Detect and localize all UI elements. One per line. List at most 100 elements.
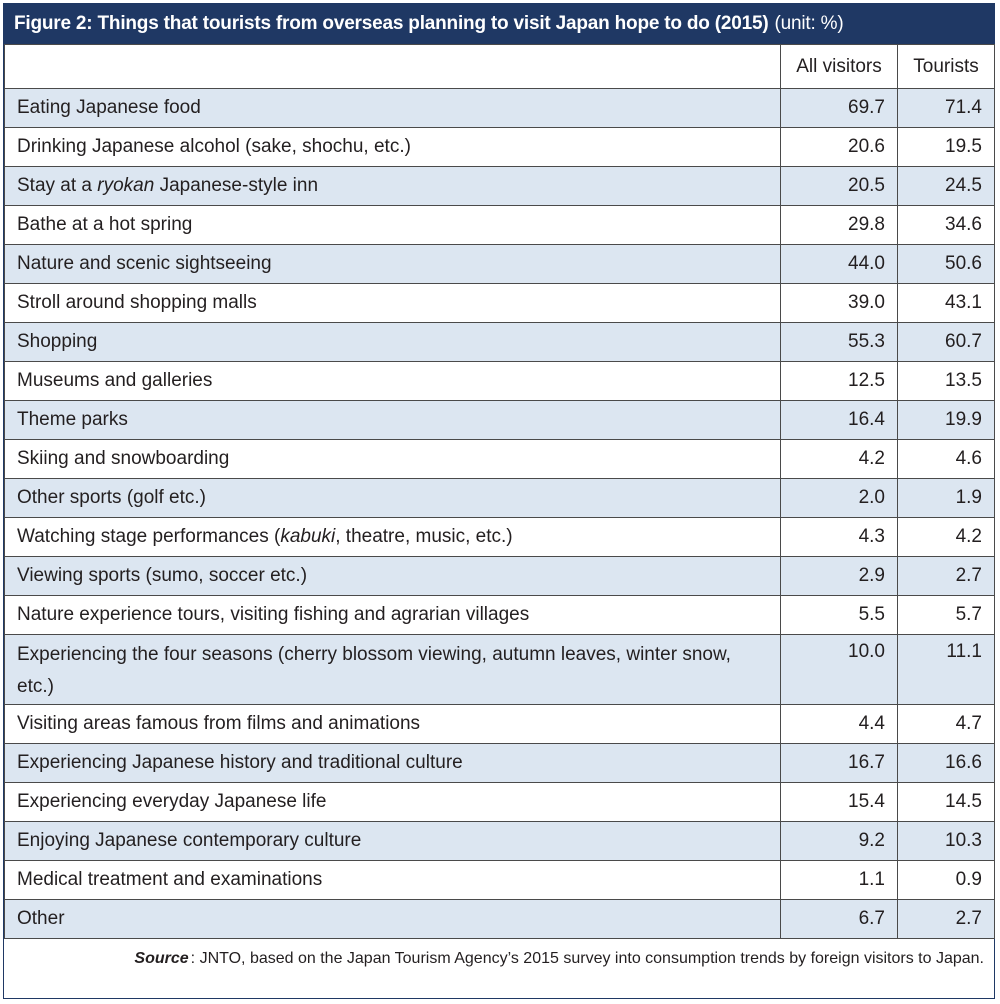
row-label-emphasis: kabuki [280, 526, 336, 547]
value-tourists: 19.5 [897, 127, 995, 167]
value-all-visitors: 5.5 [780, 595, 898, 635]
row-label: Museums and galleries [4, 361, 781, 401]
row-label: Visiting areas famous from films and ani… [4, 704, 781, 744]
table-row: Shopping 55.3 60.7 [4, 322, 995, 362]
row-label: Experiencing everyday Japanese life [4, 782, 781, 822]
value-tourists: 24.5 [897, 166, 995, 206]
value-tourists: 4.2 [897, 517, 995, 557]
source-note: Source : JNTO, based on the Japan Touris… [4, 939, 994, 979]
row-label: Bathe at a hot spring [4, 205, 781, 245]
value-all-visitors: 9.2 [780, 821, 898, 861]
table-row: Nature experience tours, visiting fishin… [4, 595, 995, 635]
table-row: Visiting areas famous from films and ani… [4, 704, 995, 744]
value-tourists: 11.1 [897, 634, 995, 705]
value-all-visitors: 1.1 [780, 860, 898, 900]
value-tourists: 10.3 [897, 821, 995, 861]
figure-title: Figure 2: Things that tourists from over… [14, 13, 769, 34]
figure-title-bar: Figure 2: Things that tourists from over… [4, 4, 994, 44]
row-label: Eating Japanese food [4, 88, 781, 128]
header-tourists: Tourists [897, 44, 995, 89]
table-row: Bathe at a hot spring 29.8 34.6 [4, 205, 995, 245]
source-label: Source [134, 950, 189, 967]
value-all-visitors: 4.3 [780, 517, 898, 557]
row-label: Nature and scenic sightseeing [4, 244, 781, 284]
value-all-visitors: 4.2 [780, 439, 898, 479]
row-label-emphasis: ryokan [97, 175, 155, 196]
value-all-visitors: 44.0 [780, 244, 898, 284]
figure-unit: (unit: %) [774, 13, 844, 34]
value-tourists: 19.9 [897, 400, 995, 440]
value-all-visitors: 69.7 [780, 88, 898, 128]
table-row: Theme parks 16.4 19.9 [4, 400, 995, 440]
data-table: All visitors Tourists Eating Japanese fo… [4, 44, 995, 939]
row-label: Enjoying Japanese contemporary culture [4, 821, 781, 861]
value-tourists: 2.7 [897, 556, 995, 596]
table-row: Enjoying Japanese contemporary culture 9.… [4, 821, 995, 861]
value-tourists: 14.5 [897, 782, 995, 822]
value-all-visitors: 20.6 [780, 127, 898, 167]
row-label: Theme parks [4, 400, 781, 440]
value-tourists: 0.9 [897, 860, 995, 900]
value-all-visitors: 2.0 [780, 478, 898, 518]
value-all-visitors: 29.8 [780, 205, 898, 245]
table-row: Stay at a ryokan Japanese-style inn 20.5 2… [4, 166, 995, 206]
value-tourists: 13.5 [897, 361, 995, 401]
table-body: Eating Japanese food 69.7 71.4 Drinking Jap… [4, 88, 995, 939]
value-tourists: 50.6 [897, 244, 995, 284]
row-label: Stay at a ryokan Japanese-style inn [4, 166, 781, 206]
row-label: Watching stage performances (kabuki, the… [4, 517, 781, 557]
row-label: Drinking Japanese alcohol (sake, shochu,… [4, 127, 781, 167]
value-tourists: 2.7 [897, 899, 995, 939]
value-all-visitors: 6.7 [780, 899, 898, 939]
value-all-visitors: 4.4 [780, 704, 898, 744]
source-text: : JNTO, based on the Japan Tourism Agenc… [190, 950, 984, 967]
value-all-visitors: 39.0 [780, 283, 898, 323]
table-row: Watching stage performances (kabuki, the… [4, 517, 995, 557]
value-tourists: 43.1 [897, 283, 995, 323]
row-label-post: , theatre, music, etc.) [335, 526, 513, 547]
header-label-cell [4, 44, 781, 89]
row-label: Stroll around shopping malls [4, 283, 781, 323]
table-row: Museums and galleries 12.5 13.5 [4, 361, 995, 401]
value-all-visitors: 16.7 [780, 743, 898, 783]
row-label: Viewing sports (sumo, soccer etc.) [4, 556, 781, 596]
row-label: Medical treatment and examinations [4, 860, 781, 900]
row-label: Skiing and snowboarding [4, 439, 781, 479]
value-tourists: 60.7 [897, 322, 995, 362]
row-label: Experiencing the four seasons (cherry bl… [4, 634, 781, 705]
row-label: Experiencing Japanese history and tradit… [4, 743, 781, 783]
table-row: Viewing sports (sumo, soccer etc.) 2.9 2.7 [4, 556, 995, 596]
table-row: Other sports (golf etc.) 2.0 1.9 [4, 478, 995, 518]
row-label-pre: Watching stage performances ( [17, 526, 281, 547]
table-row: Other 6.7 2.7 [4, 899, 995, 939]
table-header-row: All visitors Tourists [4, 44, 995, 89]
value-tourists: 4.6 [897, 439, 995, 479]
table-row: Experiencing Japanese history and tradit… [4, 743, 995, 783]
table-row: Eating Japanese food 69.7 71.4 [4, 88, 995, 128]
figure: Figure 2: Things that tourists from over… [3, 3, 995, 999]
row-label: Nature experience tours, visiting fishin… [4, 595, 781, 635]
table-row: Experiencing everyday Japanese life 15.4 1… [4, 782, 995, 822]
table-row: Experiencing the four seasons (cherry bl… [4, 634, 995, 705]
table-row: Stroll around shopping malls 39.0 43.1 [4, 283, 995, 323]
table-row: Drinking Japanese alcohol (sake, shochu,… [4, 127, 995, 167]
row-label: Other sports (golf etc.) [4, 478, 781, 518]
value-all-visitors: 10.0 [780, 634, 898, 705]
value-tourists: 1.9 [897, 478, 995, 518]
table-row: Skiing and snowboarding 4.2 4.6 [4, 439, 995, 479]
row-label-pre: Stay at a [17, 175, 98, 196]
value-tourists: 71.4 [897, 88, 995, 128]
row-label-post: Japanese-style inn [154, 175, 319, 196]
table-row: Nature and scenic sightseeing 44.0 50.6 [4, 244, 995, 284]
header-all-visitors: All visitors [780, 44, 898, 89]
row-label: Other [4, 899, 781, 939]
value-all-visitors: 16.4 [780, 400, 898, 440]
row-label: Shopping [4, 322, 781, 362]
value-all-visitors: 20.5 [780, 166, 898, 206]
value-tourists: 34.6 [897, 205, 995, 245]
value-tourists: 4.7 [897, 704, 995, 744]
value-tourists: 5.7 [897, 595, 995, 635]
value-tourists: 16.6 [897, 743, 995, 783]
value-all-visitors: 2.9 [780, 556, 898, 596]
value-all-visitors: 15.4 [780, 782, 898, 822]
